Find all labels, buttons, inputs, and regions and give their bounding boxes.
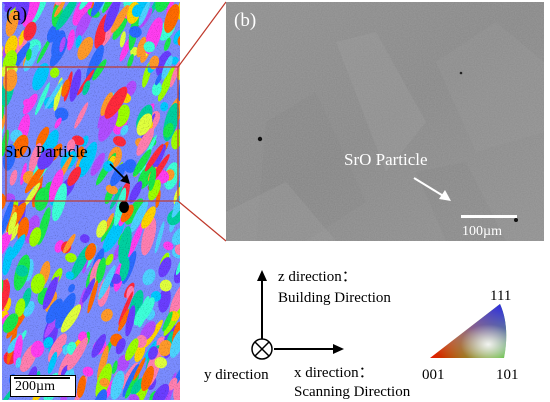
- z-direction-label: z direction：: [278, 269, 357, 285]
- sem-particle-label: SrO Particle: [344, 150, 428, 169]
- ipf-label-101: 101: [496, 367, 519, 383]
- ipf-label-111: 111: [490, 288, 512, 304]
- zoom-box: [5, 66, 179, 202]
- sem-scale-bar-line: [461, 215, 517, 218]
- panel-a-label: (a): [6, 4, 28, 25]
- ipf-color-key: [430, 304, 507, 358]
- ebsd-map-panel: (a) SrO Particle 200µm: [2, 2, 180, 400]
- ipf-label-001: 001: [422, 367, 445, 383]
- ebsd-scale-bar-box: [10, 375, 76, 397]
- building-direction-label: Building Direction: [278, 290, 391, 306]
- axes-diagram: [251, 270, 344, 360]
- scanning-direction-label: Scanning Direction: [294, 384, 411, 400]
- ebsd-particle-arrow-icon: [109, 163, 130, 184]
- zoom-line-bottom: [177, 200, 227, 242]
- ebsd-map-image: [2, 2, 180, 400]
- zoom-line-top: [177, 1, 227, 68]
- sem-panel: (b) SrO Particle 100µm: [226, 2, 544, 241]
- x-arrow-head-icon: [333, 344, 344, 354]
- sem-scale-bar-label: 100µm: [462, 224, 502, 239]
- ebsd-scale-bar-label: 200µm: [15, 379, 55, 394]
- ebsd-scale-bar-line: [14, 377, 70, 379]
- x-direction-label: x direction：: [294, 365, 374, 381]
- z-arrow-head-icon: [257, 270, 267, 281]
- ebsd-particle-label: SrO Particle: [4, 142, 88, 161]
- sem-image: [226, 2, 544, 241]
- panel-b-label: (b): [234, 10, 257, 31]
- sem-particle-arrow-icon: [413, 177, 451, 201]
- y-direction-label: y direction: [204, 367, 269, 383]
